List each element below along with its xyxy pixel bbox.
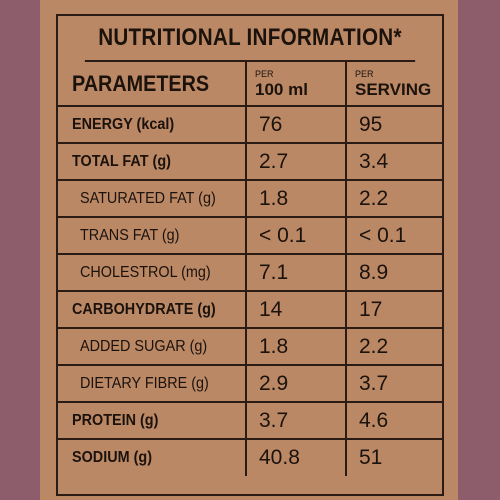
row-per-serving: 8.9 xyxy=(345,253,442,292)
row-per-serving: 95 xyxy=(345,105,442,144)
table-row: TOTAL FAT (g) 2.7 3.4 xyxy=(58,142,442,181)
row-per-serving: 2.2 xyxy=(345,327,442,366)
row-per-100ml: 1.8 xyxy=(245,327,347,366)
row-per-serving: 2.2 xyxy=(345,179,442,218)
table-row: TRANS FAT (g) < 0.1 < 0.1 xyxy=(58,216,442,255)
row-parameter: CHOLESTROL (mg) xyxy=(58,253,247,292)
header-per-serving: PER SERVING xyxy=(345,62,442,107)
label-title: NUTRITIONAL INFORMATION* xyxy=(84,16,416,62)
table-row: ADDED SUGAR (g) 1.8 2.2 xyxy=(58,327,442,366)
row-per-serving: 3.7 xyxy=(345,364,442,403)
row-per-100ml: 76 xyxy=(245,105,347,144)
row-parameter: PROTEIN (g) xyxy=(58,401,247,440)
row-per-100ml: 2.7 xyxy=(245,142,347,181)
row-parameter: ENERGY (kcal) xyxy=(58,105,247,144)
row-per-100ml: 40.8 xyxy=(245,438,347,476)
row-per-serving: 3.4 xyxy=(345,142,442,181)
table-row: SATURATED FAT (g) 1.8 2.2 xyxy=(58,179,442,218)
nutrition-label: NUTRITIONAL INFORMATION* PARAMETERS PER … xyxy=(56,14,444,496)
nutrition-table: PARAMETERS PER 100 ml PER SERVING ENERGY… xyxy=(58,62,442,476)
row-per-100ml: < 0.1 xyxy=(245,216,347,255)
row-parameter: SATURATED FAT (g) xyxy=(58,179,247,218)
row-per-100ml: 7.1 xyxy=(245,253,347,292)
row-per-100ml: 14 xyxy=(245,290,347,329)
row-parameter: TOTAL FAT (g) xyxy=(58,142,247,181)
table-row: CHOLESTROL (mg) 7.1 8.9 xyxy=(58,253,442,292)
row-parameter: TRANS FAT (g) xyxy=(58,216,247,255)
table-header-row: PARAMETERS PER 100 ml PER SERVING xyxy=(58,62,442,107)
row-parameter: DIETARY FIBRE (g) xyxy=(58,364,247,403)
row-per-serving: 17 xyxy=(345,290,442,329)
table-row: SODIUM (g) 40.8 51 xyxy=(58,438,442,476)
table-row: PROTEIN (g) 3.7 4.6 xyxy=(58,401,442,440)
row-per-serving: < 0.1 xyxy=(345,216,442,255)
row-parameter: CARBOHYDRATE (g) xyxy=(58,290,247,329)
header-parameters: PARAMETERS xyxy=(58,62,247,107)
row-parameter: ADDED SUGAR (g) xyxy=(58,327,247,366)
row-per-100ml: 1.8 xyxy=(245,179,347,218)
table-row: ENERGY (kcal) 76 95 xyxy=(58,105,442,144)
row-per-100ml: 2.9 xyxy=(245,364,347,403)
row-per-serving: 4.6 xyxy=(345,401,442,440)
row-per-serving: 51 xyxy=(345,438,442,476)
row-parameter: SODIUM (g) xyxy=(58,438,247,476)
table-row: DIETARY FIBRE (g) 2.9 3.7 xyxy=(58,364,442,403)
table-row: CARBOHYDRATE (g) 14 17 xyxy=(58,290,442,329)
row-per-100ml: 3.7 xyxy=(245,401,347,440)
header-per-100ml: PER 100 ml xyxy=(245,62,347,107)
